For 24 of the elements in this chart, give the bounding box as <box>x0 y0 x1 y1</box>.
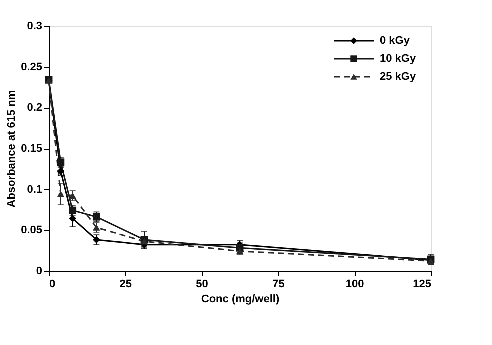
y-tick-label: 0 <box>36 266 42 278</box>
point <box>69 215 77 222</box>
x-axis-title: Conc (mg/well) <box>201 294 280 306</box>
x-tick-label: 50 <box>196 278 208 290</box>
y-axis-title: Absorbance at 615 nm <box>6 90 18 208</box>
x-tick-label: 75 <box>272 278 285 290</box>
x-tick-label: 0 <box>50 278 56 290</box>
legend-label: 25 kGy <box>380 71 417 83</box>
y-tick-label: 0.15 <box>21 143 42 155</box>
y-tick-label: 0.2 <box>27 102 42 114</box>
point <box>57 191 65 198</box>
point <box>92 213 100 221</box>
point <box>92 224 100 231</box>
x-tick-label: 125 <box>413 278 432 290</box>
legend-label: 10 kGy <box>380 53 417 65</box>
legend-label: 0 kGy <box>380 35 411 47</box>
x-tick-label: 25 <box>120 278 132 290</box>
y-tick-label: 0.3 <box>27 20 42 32</box>
x-tick-label: 100 <box>346 278 364 290</box>
y-tick-label: 0.1 <box>27 184 42 196</box>
y-tick-label: 0.25 <box>21 61 42 74</box>
point <box>69 192 77 200</box>
point <box>57 158 65 166</box>
y-tick-label: 0.05 <box>21 224 42 237</box>
